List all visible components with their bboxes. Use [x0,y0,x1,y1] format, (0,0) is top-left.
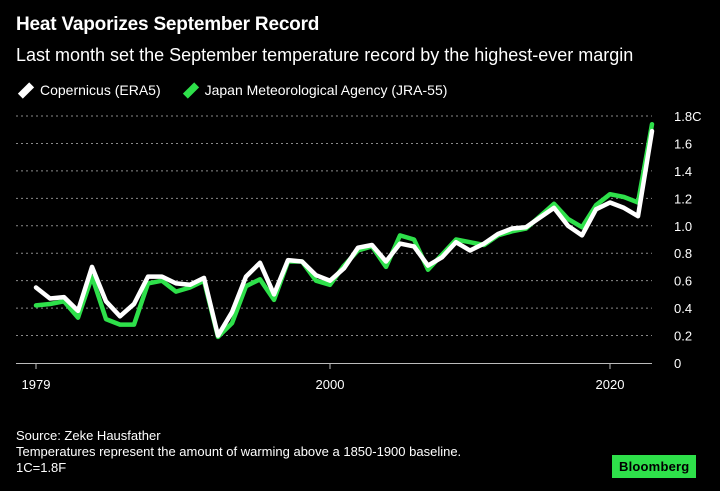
y-tick-label: 1.2 [674,191,692,206]
y-tick-label: 0.8 [674,246,692,261]
y-tick-label: 0 [674,356,681,371]
y-tick-label: 0.4 [674,301,692,316]
legend: Copernicus (ERA5) Japan Meteorological A… [16,81,467,99]
y-tick-label: 1.6 [674,136,692,151]
series-line-copernicus [33,128,655,338]
legend-label-copernicus: Copernicus (ERA5) [40,82,161,98]
y-tick-label: 0.2 [674,329,692,344]
bloomberg-logo: Bloomberg [612,455,697,478]
source-note: Source: Zeke Hausfather [16,428,161,443]
legend-item-jma: Japan Meteorological Agency (JRA-55) [181,81,448,99]
footer: Source: Zeke Hausfather Temperatures rep… [16,428,461,476]
y-tick-label: 1.4 [674,164,692,179]
y-tick-label: 1.0 [674,219,692,234]
x-tick-label: 2020 [596,377,625,392]
x-tick-label: 2000 [316,377,345,392]
series-line-jma [33,121,655,340]
chart-title: Heat Vaporizes September Record [16,14,320,35]
y-tick-label: 0.6 [674,274,692,289]
conversion-note: 1C=1.8F [16,460,67,475]
legend-label-jma: Japan Meteorological Agency (JRA-55) [204,82,448,98]
x-tick-label: 1979 [22,377,51,392]
chart-subtitle: Last month set the September temperature… [16,45,634,65]
legend-item-copernicus: Copernicus (ERA5) [16,81,161,99]
y-tick-label: 1.8C [674,109,701,124]
baseline-note: Temperatures represent the amount of war… [16,444,462,459]
line-chart: 0 0.2 0.4 0.6 0.8 1.0 1.2 1.4 1.6 1.8C 1979 2000 202… [16,109,701,392]
